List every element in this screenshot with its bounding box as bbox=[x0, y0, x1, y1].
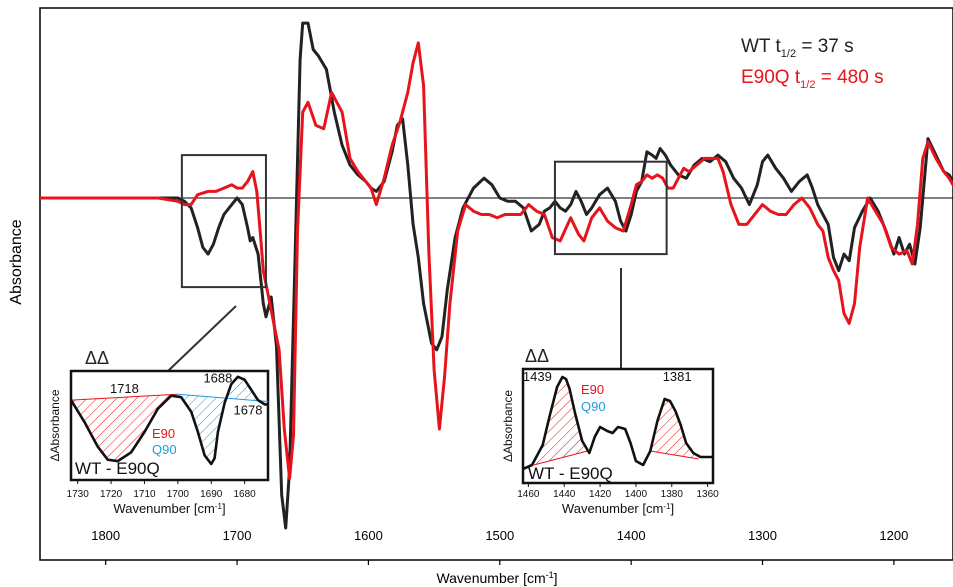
x-tick-label: 1400 bbox=[617, 528, 646, 543]
inset-x-axis-label: Wavenumber [cm-1] bbox=[562, 501, 674, 516]
x-tick-label: 1600 bbox=[354, 528, 383, 543]
inset-x-axis-label: Wavenumber [cm-1] bbox=[113, 501, 225, 516]
legend: WT t1/2 = 37 s E90Q t1/2 = 480 s bbox=[741, 36, 884, 91]
inset-hatch-baseline bbox=[650, 450, 699, 460]
inset-x-tick-label: 1380 bbox=[661, 489, 684, 500]
y-axis-label: Absorbance bbox=[8, 219, 25, 304]
inset-peak-label: 1688 bbox=[203, 371, 232, 386]
inset-legend-e90: E90 bbox=[581, 382, 604, 397]
inset-x-tick-label: 1360 bbox=[696, 489, 719, 500]
inset-hatch-baseline bbox=[177, 393, 269, 403]
inset-legend-e90: E90 bbox=[152, 426, 175, 441]
inset-peak-label: 1439 bbox=[523, 369, 552, 384]
inset-y-axis-label: ΔAbsorbance bbox=[501, 390, 515, 462]
inset-peak-label: 1381 bbox=[663, 369, 692, 384]
inset-peak-label: 1678 bbox=[234, 403, 263, 418]
inset-difference-curve bbox=[69, 375, 268, 466]
inset-x-tick-label: 1400 bbox=[625, 489, 648, 500]
inset-legend-q90: Q90 bbox=[152, 442, 177, 457]
inset-legend-q90: Q90 bbox=[581, 399, 606, 414]
inset-x-tick-label: 1680 bbox=[234, 489, 257, 500]
inset-connector bbox=[167, 305, 237, 372]
inset-x-tick-label: 1710 bbox=[133, 489, 156, 500]
x-axis-label: Wavenumber [cm-1] bbox=[436, 570, 557, 586]
inset-x-tick-label: 1460 bbox=[517, 489, 540, 500]
inset-hatch-baseline bbox=[533, 450, 588, 466]
inset-title: ΔΔ bbox=[85, 348, 109, 368]
inset-y-axis-label: ΔAbsorbance bbox=[48, 389, 62, 461]
inset-2: 1439 1381 E90 Q90 WT - E90Q ΔΔ ΔAbsorbance 1460… bbox=[501, 268, 719, 516]
x-tick-label: 1700 bbox=[223, 528, 252, 543]
inset-hatch-region bbox=[533, 377, 588, 465]
x-tick-label: 1800 bbox=[91, 528, 120, 543]
inset-hatch-region bbox=[177, 376, 268, 464]
zoom-boxes bbox=[180, 154, 668, 289]
legend-wt: WT t1/2 = 37 s bbox=[741, 36, 854, 60]
inset-x-tick-label: 1440 bbox=[553, 489, 576, 500]
inset-caption: WT - E90Q bbox=[528, 464, 613, 483]
inset-title: ΔΔ bbox=[525, 346, 549, 366]
inset-x-tick-label: 1730 bbox=[67, 489, 90, 500]
inset-x-tick-label: 1700 bbox=[167, 489, 190, 500]
series-line-e90q bbox=[40, 41, 953, 480]
inset-difference-curve bbox=[522, 375, 713, 471]
inset-x-tick-label: 1690 bbox=[200, 489, 223, 500]
x-axis: 1800 1700 1600 1500 1400 1300 1200 bbox=[91, 528, 908, 565]
inset-hatch-baseline bbox=[70, 393, 178, 401]
zoom-box-1 bbox=[180, 154, 267, 289]
legend-e90q: E90Q t1/2 = 480 s bbox=[741, 67, 884, 91]
zoom-box-2 bbox=[553, 160, 668, 256]
plot-frame bbox=[39, 7, 953, 561]
series-layer bbox=[40, 21, 953, 530]
inset-caption: WT - E90Q bbox=[75, 459, 160, 478]
x-tick-label: 1300 bbox=[748, 528, 777, 543]
inset-peak-label: 1718 bbox=[110, 381, 139, 396]
inset-x-tick-label: 1720 bbox=[100, 489, 123, 500]
x-tick-label: 1500 bbox=[485, 528, 514, 543]
x-tick-label: 1200 bbox=[879, 528, 908, 543]
inset-x-tick-label: 1420 bbox=[589, 489, 612, 500]
